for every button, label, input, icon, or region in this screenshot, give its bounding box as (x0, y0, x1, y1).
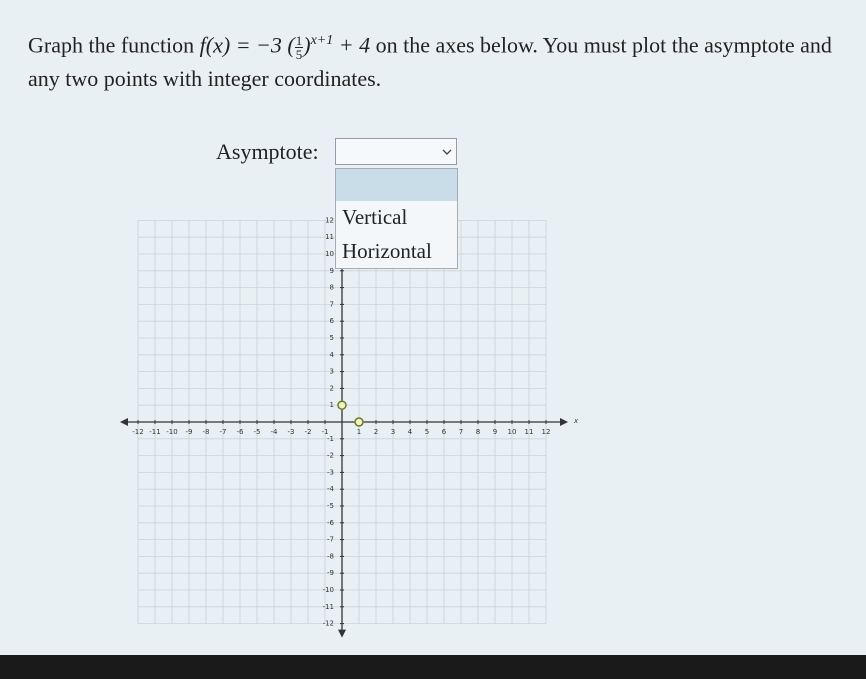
denominator: 5 (295, 46, 303, 62)
y-tick-label: -3 (327, 468, 334, 476)
option[interactable]: Horizontal (342, 239, 432, 263)
x-tick-label: -12 (132, 428, 143, 436)
exponent: x+1 (310, 33, 334, 48)
x-tick-label: 4 (408, 428, 413, 436)
x-tick-label: 7 (459, 428, 463, 436)
x-tick-label: -8 (203, 428, 210, 436)
y-tick-label: -9 (327, 569, 334, 577)
y-tick-label: 7 (330, 300, 334, 308)
y-tick-label: 5 (330, 334, 334, 342)
y-tick-label: -6 (327, 519, 335, 527)
x-tick-label: -9 (186, 428, 193, 436)
asymptote-label: Asymptote: (216, 139, 319, 164)
function-rest: + 4 (338, 32, 371, 58)
x-tick-label: -11 (149, 428, 160, 436)
x-tick-label: -7 (220, 428, 227, 436)
x-tick-label: -4 (271, 428, 279, 436)
x-tick-label: 9 (493, 428, 497, 436)
x-tick-label: -3 (288, 428, 295, 436)
x-axis-label: x (573, 417, 579, 425)
function: f(x) = −3 (199, 32, 282, 58)
option[interactable]: Vertical (342, 205, 408, 229)
y-tick-label: 8 (330, 284, 334, 292)
x-tick-label: 6 (442, 428, 447, 436)
y-tick-label: 10 (325, 250, 334, 258)
y-tick-label: -2 (327, 452, 334, 460)
asymptote-select[interactable] (335, 138, 457, 165)
y-tick-label: -8 (327, 552, 334, 560)
x-tick-label: 8 (476, 428, 480, 436)
x-tick-label: -5 (254, 428, 261, 436)
x-tick-label: -6 (237, 428, 245, 436)
x-tick-label: -10 (166, 428, 177, 436)
y-tick-label: -12 (323, 620, 334, 628)
y-tick-label: 11 (325, 233, 334, 241)
y-tick-label: 3 (330, 368, 334, 376)
y-tick-label: -1 (327, 435, 334, 443)
arrow (338, 629, 346, 638)
question-text: Graph the function (28, 32, 195, 58)
chevron (442, 149, 452, 155)
x-tick-label: -1 (322, 428, 329, 436)
question-text: on the axes below. You must plot the asy… (28, 32, 832, 92)
y-tick-label: 2 (330, 384, 334, 392)
y-tick-label: -4 (327, 485, 335, 493)
x-tick-label: 2 (374, 428, 378, 436)
highlight (336, 169, 457, 201)
y-tick-label: -7 (327, 536, 334, 544)
y-tick-label: 4 (330, 351, 335, 359)
y-tick-label: 1 (330, 401, 334, 409)
question: Graph the function f(x) = −3 (1 5)x+1 + 4… (28, 32, 832, 92)
x-tick-label: 12 (542, 428, 551, 436)
x-tick-label: 5 (425, 428, 429, 436)
arrow (120, 418, 128, 426)
numerator: 1 (294, 32, 304, 48)
asymptote-menu: Vertical Horizontal (335, 168, 458, 269)
plotted-point (337, 400, 347, 410)
y-tick-label: 9 (330, 267, 334, 275)
x-tick-label: 11 (525, 428, 534, 436)
y-tick-label: -11 (323, 603, 334, 611)
screen-bezel (0, 655, 866, 679)
y-tick-label: -5 (327, 502, 334, 510)
x-tick-label: 1 (357, 428, 361, 436)
plotted-point (354, 417, 364, 427)
y-tick-label: 12 (325, 216, 334, 224)
y-tick-label: -10 (323, 586, 334, 594)
x-tick-label: 10 (508, 428, 517, 436)
arrow (560, 418, 568, 426)
y-tick-label: 6 (330, 317, 335, 325)
x-tick-label: -2 (305, 428, 312, 436)
x-tick-label: 3 (391, 428, 395, 436)
